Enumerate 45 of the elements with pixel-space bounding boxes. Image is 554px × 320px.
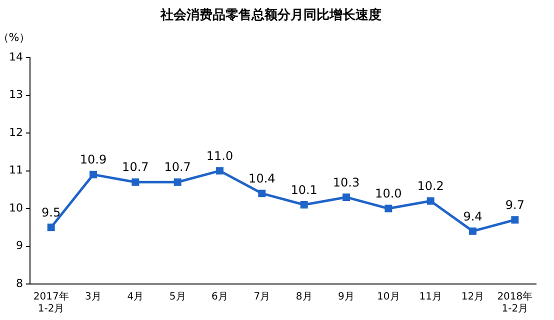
x-tick-label: 9月 bbox=[338, 292, 354, 303]
data-label: 10.1 bbox=[290, 182, 318, 197]
y-tick-label: 14 bbox=[8, 50, 23, 64]
point bbox=[426, 197, 434, 205]
data-label: 9.7 bbox=[505, 198, 524, 212]
y-tick-label: 13 bbox=[8, 88, 23, 102]
x-tick-label: 12月 bbox=[461, 292, 484, 303]
data-label: 9.5 bbox=[42, 206, 61, 220]
x-tick-label: 5月 bbox=[169, 292, 186, 303]
data-label: 10.9 bbox=[80, 152, 107, 167]
x-tick-label: 7月 bbox=[254, 292, 270, 303]
x-tick-label: 2017年 1-2月 bbox=[33, 290, 69, 315]
y-tick-label: 10 bbox=[8, 201, 23, 214]
y-tick-label: 8 bbox=[16, 276, 23, 290]
data-label: 9.4 bbox=[463, 209, 482, 224]
data-label: 10.0 bbox=[375, 186, 402, 201]
point bbox=[258, 190, 266, 198]
y-tick-label: 11 bbox=[8, 164, 23, 177]
data-label: 10.2 bbox=[417, 179, 444, 194]
x-tick-label: 8月 bbox=[296, 292, 312, 303]
point bbox=[469, 227, 476, 235]
chart-title: 社会消费品零售总额分月同比增长速度 bbox=[160, 7, 382, 24]
data-label: 10.3 bbox=[332, 175, 360, 190]
point bbox=[300, 201, 308, 208]
x-tick-label: 10月 bbox=[377, 292, 400, 303]
point bbox=[216, 167, 224, 175]
point bbox=[174, 178, 182, 186]
point bbox=[90, 170, 97, 178]
data-label: 10.7 bbox=[122, 160, 149, 174]
x-tick-label: 2018年 1-2月 bbox=[497, 290, 533, 315]
x-tick-label: 6月 bbox=[212, 292, 228, 303]
point bbox=[47, 224, 55, 232]
y-tick-label: 9 bbox=[16, 239, 23, 252]
x-tick-label: 11月 bbox=[419, 292, 442, 303]
point bbox=[511, 216, 519, 224]
data-label: 10.4 bbox=[248, 172, 276, 186]
y-axis-title: （%） bbox=[0, 30, 30, 44]
point bbox=[384, 204, 392, 212]
point bbox=[132, 178, 140, 186]
data-label: 11.0 bbox=[206, 148, 234, 163]
point bbox=[342, 193, 350, 201]
x-tick-label: 4月 bbox=[127, 292, 144, 303]
data-label: 10.7 bbox=[164, 160, 191, 174]
x-tick-label: 3月 bbox=[85, 292, 102, 303]
y-tick-label: 12 bbox=[8, 126, 23, 139]
